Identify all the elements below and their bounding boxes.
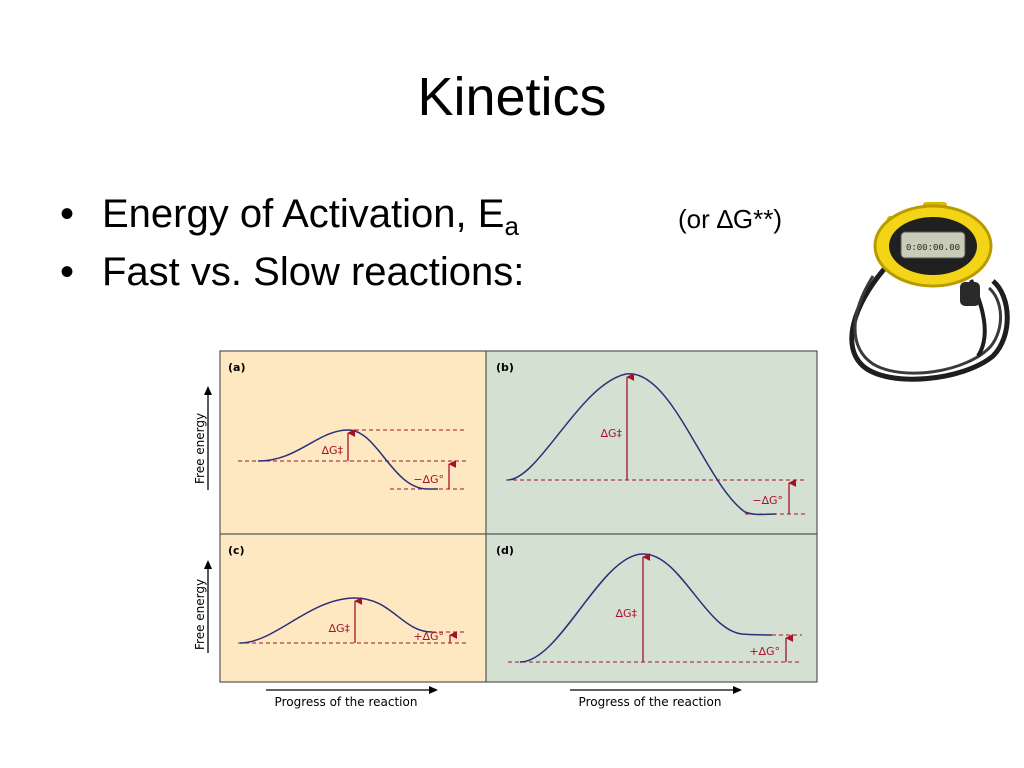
slide-title: Kinetics bbox=[417, 67, 607, 127]
bullet-list: • Energy of Activation, Ea • Fast vs. Sl… bbox=[60, 190, 524, 306]
bullet-dot: • bbox=[60, 250, 75, 294]
bullet-activation-energy: • Energy of Activation, Ea bbox=[60, 190, 524, 248]
panel-b-activation-label: ∆G‡ bbox=[600, 427, 623, 440]
delta-g-note: (or ∆G**) bbox=[678, 204, 783, 234]
lanyard-clip bbox=[960, 282, 980, 306]
panel-a: (a) ∆G‡ −∆G° bbox=[228, 361, 466, 490]
stopwatch-display: 0:00:00.00 bbox=[906, 243, 960, 253]
panel-a-delta-label: −∆G° bbox=[413, 473, 444, 486]
bullet-text: Energy of Activation, E bbox=[102, 192, 505, 236]
energy-diagram: Free energy Free energy Progress of the … bbox=[193, 350, 818, 709]
panel-c-activation-label: ∆G‡ bbox=[328, 622, 351, 635]
panel-d-delta-label: +∆G° bbox=[749, 645, 780, 658]
stopwatch-image: 0:00:00.00 bbox=[849, 202, 1010, 382]
bullet-text: Fast vs. Slow reactions: bbox=[102, 250, 525, 294]
x-axis-left-arrowhead bbox=[429, 686, 438, 694]
y-axis-top-arrowhead bbox=[204, 386, 212, 395]
y-axis-bottom-arrowhead bbox=[204, 560, 212, 569]
panel-b-background bbox=[486, 351, 817, 534]
panel-d-tag: (d) bbox=[496, 544, 514, 557]
x-axis-label-right: Progress of the reaction bbox=[579, 695, 722, 709]
panel-b-tag: (b) bbox=[496, 361, 514, 374]
panel-d-curve bbox=[519, 553, 773, 663]
panel-c: (c) ∆G‡ +∆G° bbox=[228, 544, 466, 644]
y-axis-label-top: Free energy bbox=[193, 413, 207, 484]
panel-c-tag: (c) bbox=[228, 544, 245, 557]
stopwatch-screen bbox=[900, 231, 966, 259]
panel-d: (d) ∆G‡ +∆G° bbox=[496, 544, 802, 663]
panel-a-background bbox=[220, 351, 486, 534]
panel-c-delta-label: +∆G° bbox=[413, 630, 444, 643]
panel-a-tag: (a) bbox=[228, 361, 245, 374]
panel-d-background bbox=[486, 534, 817, 682]
panel-a-activation-label: ∆G‡ bbox=[321, 444, 344, 457]
bullet-dot: • bbox=[60, 192, 75, 236]
bullet-fast-vs-slow: • Fast vs. Slow reactions: bbox=[60, 248, 524, 306]
figure-border bbox=[219, 350, 818, 683]
panel-b-delta-label: −∆G° bbox=[752, 494, 783, 507]
panel-d-activation-label: ∆G‡ bbox=[615, 607, 638, 620]
x-axis-right-arrowhead bbox=[733, 686, 742, 694]
bullet-subscript: a bbox=[504, 211, 519, 241]
panel-c-background bbox=[220, 534, 486, 682]
panel-b: (b) ∆G‡ −∆G° bbox=[496, 361, 806, 516]
panel-b-curve bbox=[507, 373, 777, 516]
y-axis-label-bottom: Free energy bbox=[193, 579, 207, 650]
x-axis-label-left: Progress of the reaction bbox=[275, 695, 418, 709]
